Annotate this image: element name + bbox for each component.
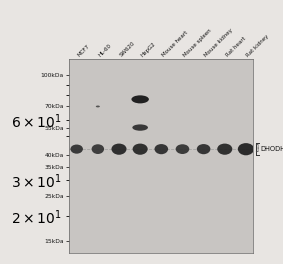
- Text: Rat kidney: Rat kidney: [246, 34, 270, 58]
- Ellipse shape: [176, 144, 189, 154]
- Text: Rat heart: Rat heart: [225, 36, 246, 58]
- Ellipse shape: [238, 143, 254, 155]
- Text: ┐: ┐: [255, 143, 259, 149]
- Text: ┘: ┘: [255, 149, 259, 155]
- Text: HL-60: HL-60: [98, 43, 113, 58]
- Ellipse shape: [217, 144, 232, 155]
- Text: MCF7: MCF7: [77, 44, 91, 58]
- Ellipse shape: [92, 144, 104, 154]
- Text: Mouse spleen: Mouse spleen: [183, 28, 213, 58]
- Ellipse shape: [131, 95, 149, 103]
- Ellipse shape: [112, 144, 127, 155]
- Ellipse shape: [96, 106, 100, 107]
- Ellipse shape: [133, 144, 148, 155]
- Text: Mouse kidney: Mouse kidney: [204, 28, 234, 58]
- Ellipse shape: [70, 145, 83, 154]
- Text: HepG2: HepG2: [140, 41, 157, 58]
- Ellipse shape: [132, 124, 148, 131]
- Text: SW620: SW620: [119, 41, 136, 58]
- Text: Mouse heart: Mouse heart: [161, 30, 189, 58]
- Text: DHODH: DHODH: [260, 146, 283, 152]
- Ellipse shape: [197, 144, 211, 154]
- Ellipse shape: [155, 144, 168, 154]
